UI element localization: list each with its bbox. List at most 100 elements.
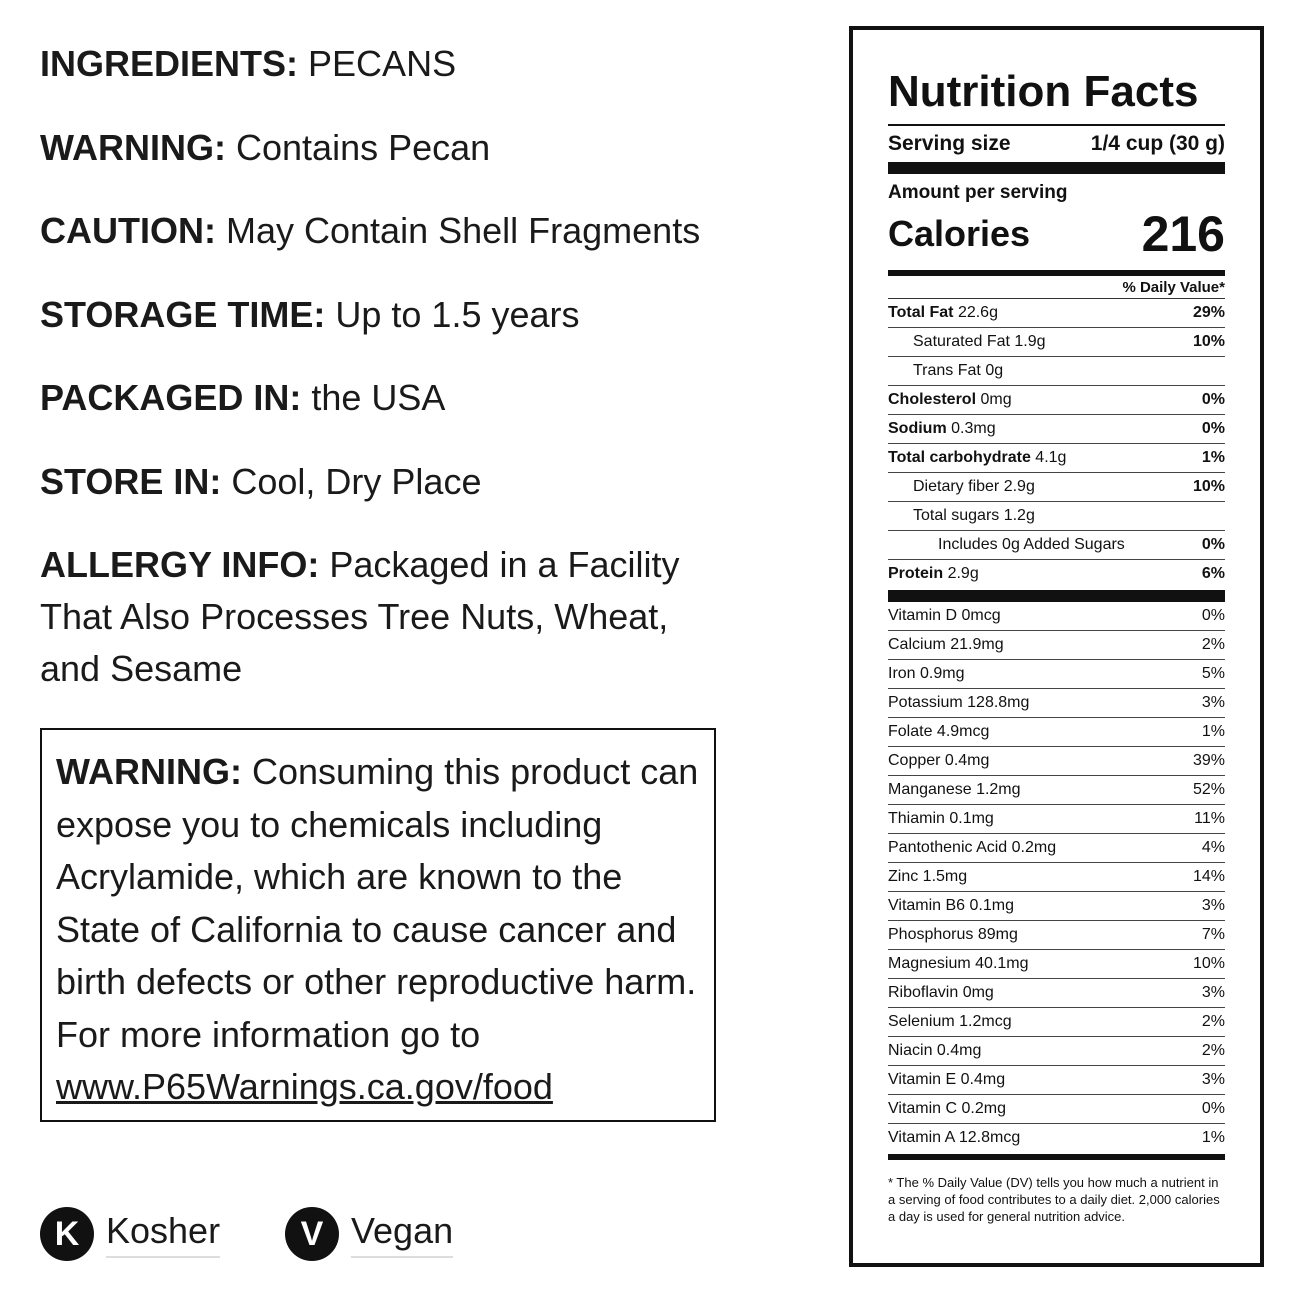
nutrient-name: Sodium	[888, 420, 947, 437]
vitamin-dv: 4%	[1201, 839, 1225, 856]
kosher-badge: K Kosher	[40, 1207, 221, 1261]
nutrient-amount: 2.9g	[947, 565, 979, 582]
kosher-label: Kosher	[106, 1210, 221, 1258]
vitamin-row: Zinc 1.5mg 14%	[888, 863, 1225, 892]
vitamin-name: Calcium 21.9mg	[888, 636, 1004, 653]
prop65-link[interactable]: www.P65Warnings.ca.gov/food	[56, 1066, 553, 1107]
vitamin-row: Riboflavin 0mg 3%	[888, 979, 1225, 1008]
vegan-label: Vegan	[351, 1210, 454, 1258]
nutrient-name: Dietary fiber 2.9g	[913, 478, 1035, 495]
vitamin-name: Vitamin B6 0.1mg	[888, 897, 1014, 914]
vegan-badge: V Vegan	[285, 1207, 454, 1261]
packaged-in-value: the USA	[311, 377, 446, 418]
storage-time-label: STORAGE TIME:	[40, 294, 326, 335]
nutrient-amount: 0mg	[980, 391, 1012, 408]
vitamin-dv: 0%	[1201, 607, 1225, 624]
nutrient-name: Includes 0g Added Sugars	[938, 536, 1125, 553]
vitamin-name: Vitamin C 0.2mg	[888, 1100, 1006, 1117]
nutrient-row-protein: Protein 2.9g 6%	[888, 560, 1225, 588]
nutrient-dv: 10%	[1192, 478, 1225, 495]
serving-size-label: Serving size	[888, 132, 1011, 155]
vitamin-dv: 10%	[1192, 955, 1225, 972]
prop65-warning-text: WARNING: Consuming this product can expo…	[56, 746, 700, 1114]
vitamin-row: Folate 4.9mcg 1%	[888, 718, 1225, 747]
vitamin-row: Pantothenic Acid 0.2mg 4%	[888, 834, 1225, 863]
vitamin-row: Vitamin C 0.2mg 0%	[888, 1095, 1225, 1124]
caution-value: May Contain Shell Fragments	[226, 210, 701, 251]
vitamin-row: Selenium 1.2mcg 2%	[888, 1008, 1225, 1037]
nutrition-facts-panel: Nutrition Facts Serving size 1/4 cup (30…	[849, 26, 1264, 1267]
nutrient-dv: 10%	[1192, 333, 1225, 350]
nutrient-dv: 0%	[1201, 536, 1225, 553]
nutrient-amount: 4.1g	[1035, 449, 1067, 466]
vitamin-row: Magnesium 40.1mg 10%	[888, 950, 1225, 979]
warning-label: WARNING:	[40, 127, 226, 168]
vitamin-row: Manganese 1.2mg 52%	[888, 776, 1225, 805]
caution-label: CAUTION:	[40, 210, 216, 251]
thick-divider	[888, 162, 1225, 174]
vitamin-dv: 3%	[1201, 694, 1225, 711]
nutrient-dv: 29%	[1192, 304, 1225, 321]
storage-time-line: STORAGE TIME: Up to 1.5 years	[40, 289, 580, 341]
calories-value: 216	[1141, 206, 1225, 262]
packaged-in-line: PACKAGED IN: the USA	[40, 372, 445, 424]
allergy-info-value: Packaged in a Facility That Also Process…	[40, 544, 680, 689]
nutrient-name: Protein	[888, 565, 944, 582]
nutrition-facts-title: Nutrition Facts	[888, 67, 1199, 116]
vitamin-dv: 11%	[1194, 810, 1225, 827]
nutrient-row-trans-fat: Trans Fat 0g	[888, 357, 1225, 386]
storage-time-value: Up to 1.5 years	[335, 294, 580, 335]
vitamin-row: Vitamin A 12.8mcg 1%	[888, 1124, 1225, 1152]
vitamin-row: Thiamin 0.1mg 11%	[888, 805, 1225, 834]
vitamin-row: Copper 0.4mg 39%	[888, 747, 1225, 776]
vitamin-name: Vitamin A 12.8mcg	[888, 1129, 1021, 1146]
store-in-line: STORE IN: Cool, Dry Place	[40, 456, 481, 508]
vitamin-name: Potassium 128.8mg	[888, 694, 1030, 711]
serving-size-value: 1/4 cup (30 g)	[1090, 132, 1225, 155]
vitamin-name: Manganese 1.2mg	[888, 781, 1021, 798]
vitamin-dv: 3%	[1201, 897, 1225, 914]
nutrient-dv: 0%	[1201, 420, 1225, 437]
nutrient-name: Cholesterol	[888, 391, 977, 408]
vitamin-dv: 3%	[1201, 1071, 1225, 1088]
nutrient-amount: 0.3mg	[951, 420, 996, 437]
vitamin-name: Magnesium 40.1mg	[888, 955, 1029, 972]
vitamin-row: Calcium 21.9mg 2%	[888, 631, 1225, 660]
ingredients-value: PECANS	[308, 43, 457, 84]
packaged-in-label: PACKAGED IN:	[40, 377, 302, 418]
nutrient-row-total-sugars: Total sugars 1.2g	[888, 502, 1225, 531]
vitamin-row: Niacin 0.4mg 2%	[888, 1037, 1225, 1066]
daily-value-header: % Daily Value*	[888, 276, 1225, 299]
calories-label: Calories	[888, 213, 1031, 254]
ingredients-line: INGREDIENTS: PECANS	[40, 38, 456, 90]
amount-per-serving: Amount per serving	[888, 182, 1068, 203]
vitamin-row: Vitamin D 0mcg 0%	[888, 602, 1225, 631]
nutrient-row-total-fat: Total Fat 22.6g 29%	[888, 299, 1225, 328]
vitamin-row: Potassium 128.8mg 3%	[888, 689, 1225, 718]
vegan-icon: V	[285, 1207, 339, 1261]
warning-line: WARNING: Contains Pecan	[40, 122, 490, 174]
nutrient-row-saturated-fat: Saturated Fat 1.9g 10%	[888, 328, 1225, 357]
vitamin-dv: 3%	[1201, 984, 1225, 1001]
vitamin-row: Vitamin E 0.4mg 3%	[888, 1066, 1225, 1095]
vitamin-name: Iron 0.9mg	[888, 665, 965, 682]
nutrient-row-total-carbohydrate: Total carbohydrate 4.1g 1%	[888, 444, 1225, 473]
nutrient-name: Saturated Fat 1.9g	[913, 333, 1046, 350]
prop65-warning-body: Consuming this product can expose you to…	[56, 751, 699, 1055]
nutrient-name: Total sugars 1.2g	[913, 507, 1035, 524]
caution-line: CAUTION: May Contain Shell Fragments	[40, 205, 700, 257]
vitamin-row: Iron 0.9mg 5%	[888, 660, 1225, 689]
vitamin-dv: 2%	[1201, 636, 1225, 653]
vitamin-name: Zinc 1.5mg	[888, 868, 968, 885]
vitamin-mineral-list: Vitamin D 0mcg 0% Calcium 21.9mg 2% Iron 0.9…	[888, 602, 1225, 1152]
nutrient-row-added-sugars: Includes 0g Added Sugars 0%	[888, 531, 1225, 560]
nutrient-name: Total Fat	[888, 304, 954, 321]
nutrient-rows: Total Fat 22.6g 29% Saturated Fat 1.9g 1…	[888, 299, 1225, 588]
warning-value: Contains Pecan	[236, 127, 491, 168]
nutrient-dv: 0%	[1201, 391, 1225, 408]
vitamin-dv: 2%	[1201, 1013, 1225, 1030]
divider	[888, 124, 1225, 126]
vitamin-name: Thiamin 0.1mg	[888, 810, 994, 827]
prop65-warning-label: WARNING:	[56, 751, 242, 792]
serving-size-row: Serving size 1/4 cup (30 g)	[888, 126, 1225, 162]
